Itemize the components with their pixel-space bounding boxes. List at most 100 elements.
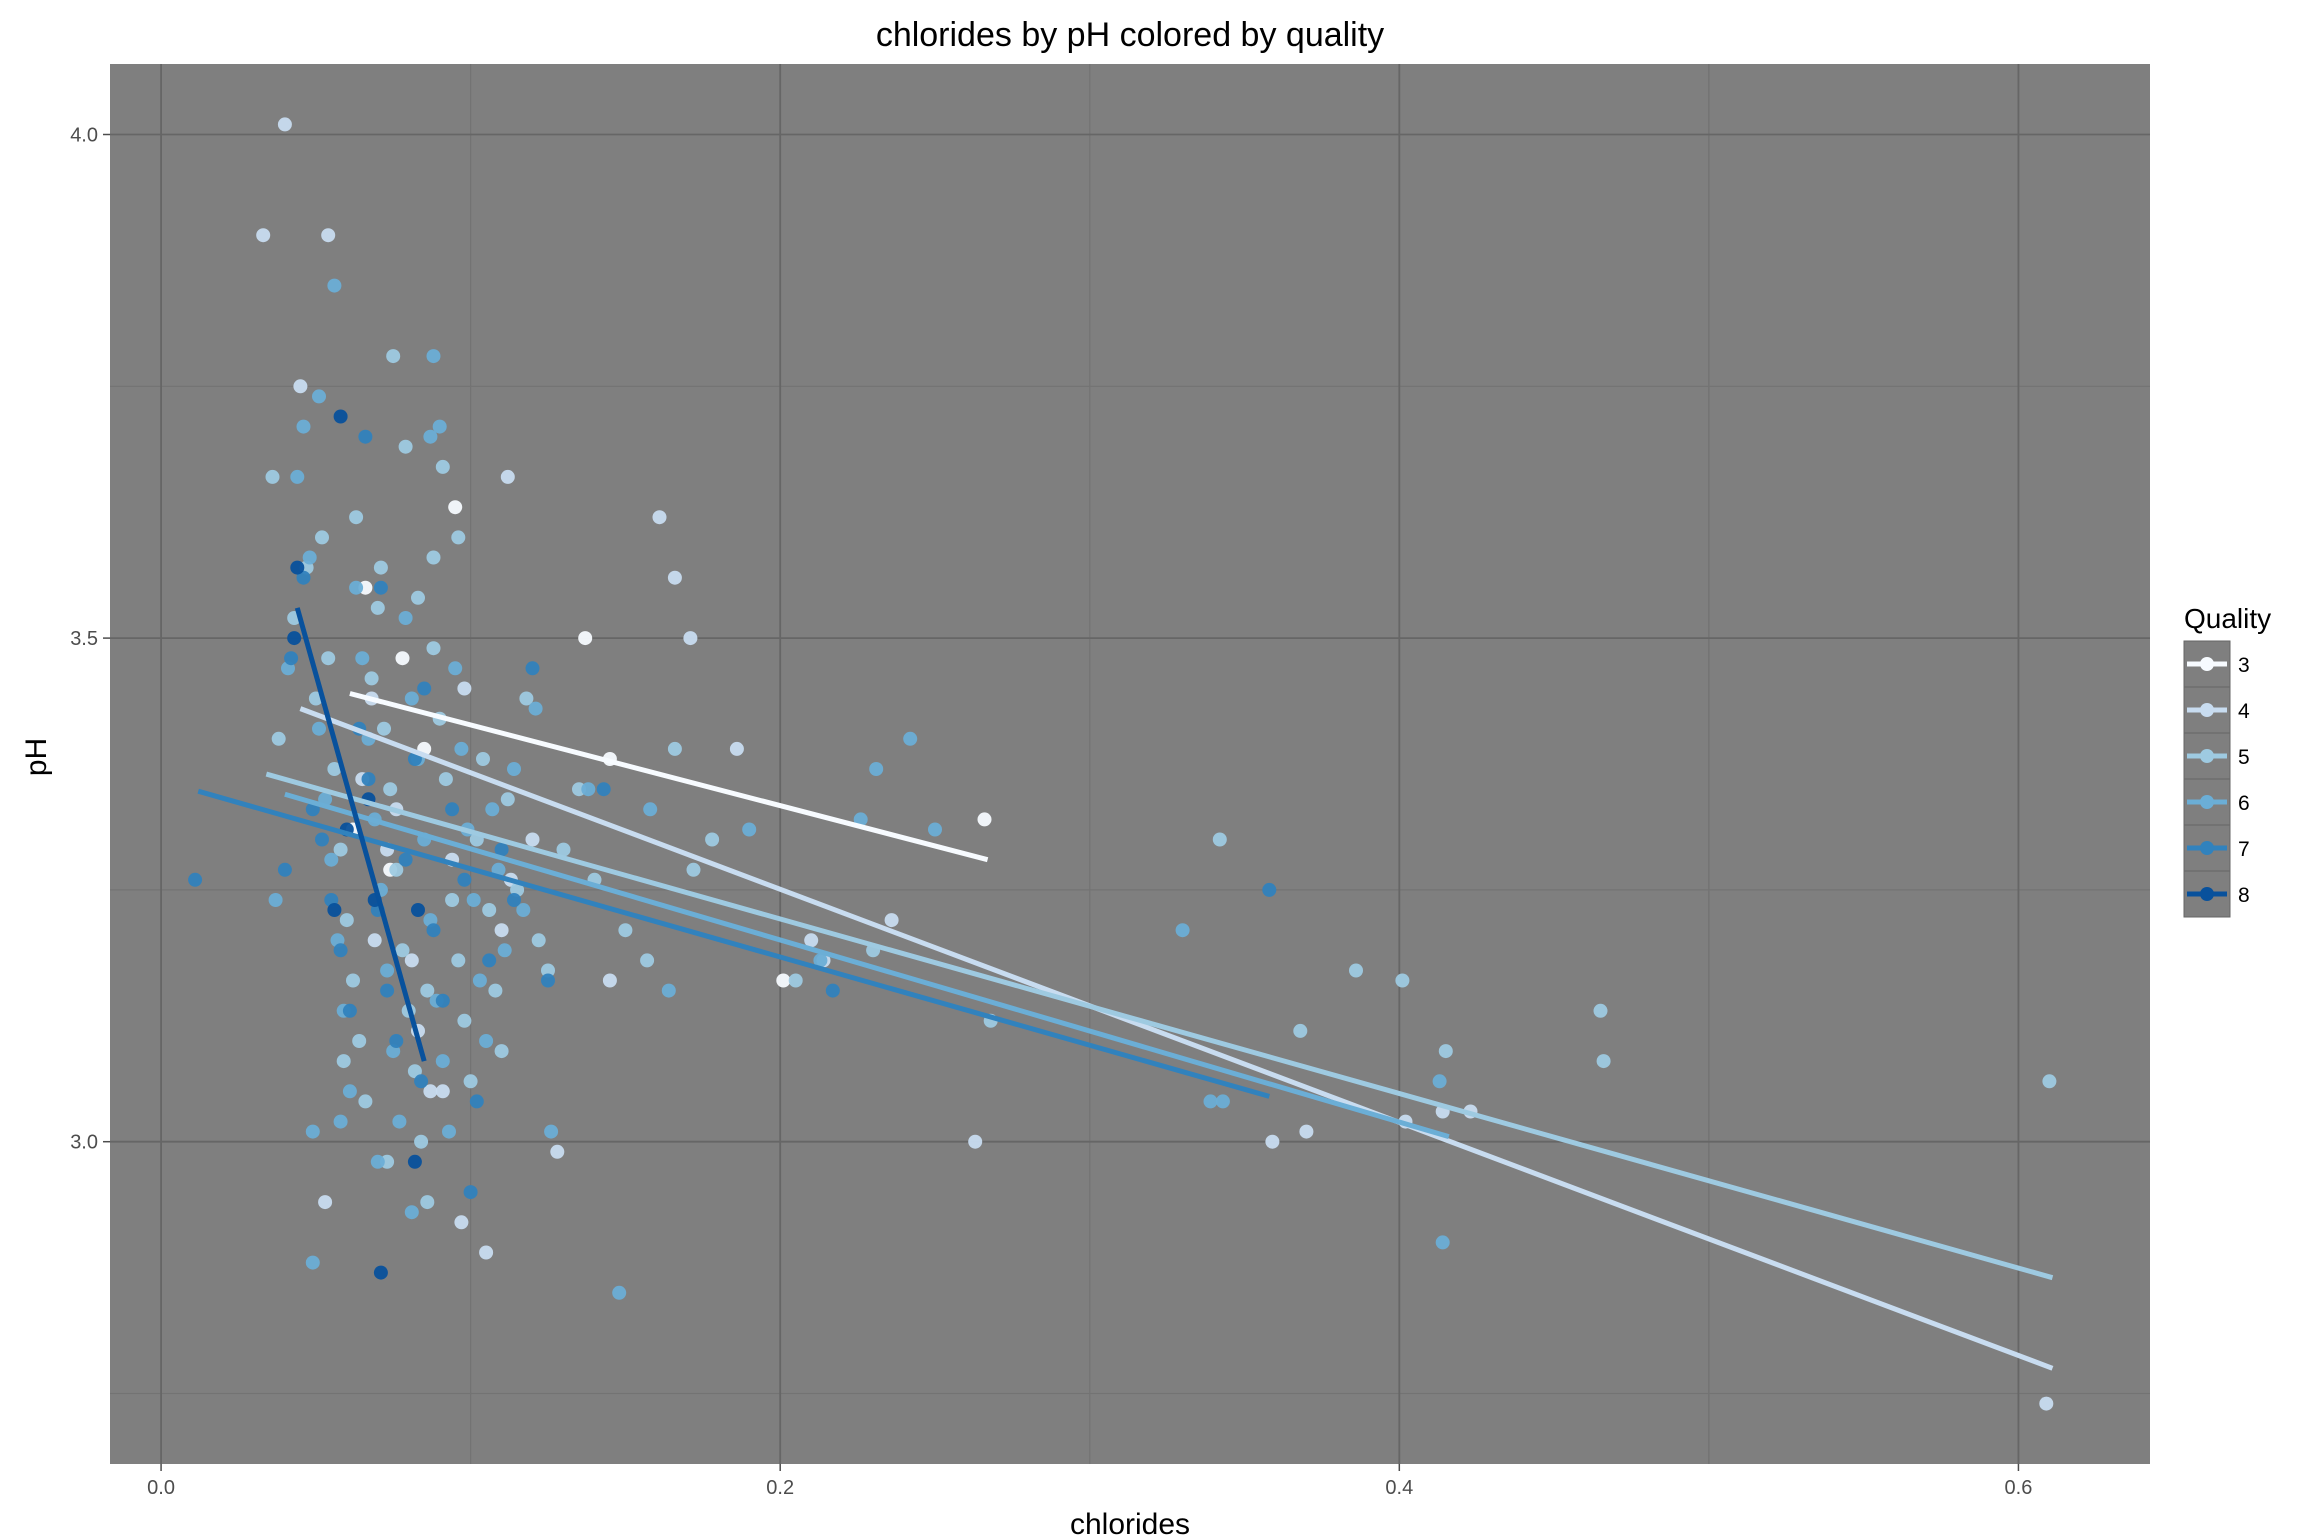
data-point-quality-4 bbox=[277, 117, 292, 132]
data-point-quality-6 bbox=[903, 731, 918, 746]
data-point-quality-6 bbox=[1435, 1235, 1450, 1250]
data-point-quality-5 bbox=[383, 782, 398, 797]
trend-lines bbox=[197, 607, 2054, 1371]
data-point-quality-4 bbox=[318, 1195, 333, 1210]
data-point-quality-5 bbox=[463, 1074, 478, 1089]
data-point-quality-4 bbox=[968, 1134, 983, 1149]
data-point-quality-5 bbox=[373, 560, 388, 575]
data-point-quality-4 bbox=[652, 510, 667, 525]
data-point-quality-6 bbox=[1203, 1094, 1218, 1109]
data-point-quality-4 bbox=[404, 953, 419, 968]
data-point-quality-6 bbox=[268, 893, 283, 907]
data-point-quality-7 bbox=[373, 580, 388, 595]
data-point-quality-5 bbox=[389, 862, 404, 877]
data-point-quality-3 bbox=[776, 973, 791, 988]
data-point-quality-4 bbox=[293, 379, 308, 394]
legend-label-6: 6 bbox=[2238, 792, 2250, 815]
legend-key-point bbox=[2200, 795, 2214, 809]
data-point-quality-6 bbox=[380, 963, 395, 978]
data-point-quality-5 bbox=[346, 973, 360, 988]
data-point-quality-7 bbox=[494, 842, 509, 857]
data-point-quality-5 bbox=[686, 862, 701, 877]
data-point-quality-7 bbox=[482, 953, 497, 968]
data-point-quality-4 bbox=[683, 631, 698, 646]
data-point-quality-6 bbox=[442, 1124, 456, 1139]
data-point-quality-5 bbox=[494, 1044, 509, 1059]
data-point-quality-5 bbox=[420, 983, 435, 998]
data-point-quality-4 bbox=[2039, 1396, 2054, 1411]
data-point-quality-6 bbox=[1175, 923, 1190, 938]
data-point-quality-8 bbox=[327, 903, 342, 917]
data-point-quality-6 bbox=[479, 1034, 494, 1048]
x-tick-label: 0.0 bbox=[147, 1477, 175, 1499]
data-point-quality-7 bbox=[361, 772, 376, 787]
legend-label-4: 4 bbox=[2238, 700, 2250, 723]
data-point-quality-6 bbox=[392, 1114, 407, 1129]
trend-line-quality-6 bbox=[284, 791, 1450, 1140]
data-point-quality-6 bbox=[355, 651, 370, 666]
trend-line-quality-7 bbox=[197, 788, 1270, 1099]
data-point-quality-7 bbox=[426, 923, 441, 938]
data-point-quality-5 bbox=[1596, 1054, 1611, 1069]
data-point-quality-5 bbox=[438, 772, 453, 787]
data-point-quality-6 bbox=[528, 701, 543, 716]
data-point-quality-4 bbox=[729, 741, 744, 756]
legend-key-point bbox=[2200, 841, 2214, 855]
x-tick-label: 0.4 bbox=[1385, 1477, 1413, 1499]
data-point-quality-4 bbox=[804, 933, 819, 948]
data-point-quality-3 bbox=[448, 500, 463, 515]
y-tick-label: 3.0 bbox=[70, 1132, 98, 1154]
data-point-quality-5 bbox=[327, 762, 342, 776]
data-point-quality-5 bbox=[1395, 973, 1410, 988]
data-point-quality-6 bbox=[290, 469, 305, 484]
chart-title: chlorides by pH colored by quality bbox=[876, 16, 1384, 54]
data-point-quality-5 bbox=[1293, 1023, 1308, 1038]
data-point-quality-5 bbox=[488, 983, 503, 998]
trend-line-quality-3 bbox=[349, 691, 989, 863]
data-point-quality-8 bbox=[333, 409, 348, 424]
data-point-quality-6 bbox=[928, 822, 942, 837]
data-point-quality-4 bbox=[435, 1084, 450, 1099]
data-point-quality-5 bbox=[705, 832, 720, 847]
data-point-quality-6 bbox=[661, 983, 676, 998]
data-point-quality-6 bbox=[853, 812, 868, 827]
data-point-quality-5 bbox=[265, 469, 280, 484]
data-point-quality-7 bbox=[315, 832, 329, 847]
data-point-quality-7 bbox=[296, 570, 311, 585]
data-point-quality-4 bbox=[494, 923, 509, 938]
data-point-quality-7 bbox=[596, 782, 611, 797]
data-point-quality-5 bbox=[386, 349, 401, 364]
data-point-quality-3 bbox=[977, 812, 992, 827]
data-point-quality-6 bbox=[296, 419, 311, 434]
data-point-quality-5 bbox=[407, 1064, 422, 1079]
legend: Quality 3 4 5 6 7 8 bbox=[2183, 603, 2271, 918]
data-point-quality-5 bbox=[1593, 1003, 1608, 1018]
data-point-quality-5 bbox=[414, 1134, 429, 1149]
data-point-quality-7 bbox=[541, 973, 555, 988]
data-point-quality-5 bbox=[618, 923, 633, 938]
data-point-quality-8 bbox=[373, 1265, 388, 1280]
data-point-quality-5 bbox=[788, 973, 803, 988]
data-point-quality-6 bbox=[398, 611, 413, 625]
data-point-quality-6 bbox=[454, 741, 469, 756]
data-point-quality-7 bbox=[507, 893, 521, 907]
x-axis: 0.0 0.2 0.4 0.6 bbox=[147, 1464, 2032, 1499]
data-point-quality-6 bbox=[302, 550, 317, 565]
data-point-quality-6 bbox=[742, 822, 757, 837]
legend-key-point bbox=[2200, 657, 2214, 671]
data-point-quality-5 bbox=[358, 1094, 373, 1109]
data-point-quality-4 bbox=[525, 832, 540, 847]
data-point-quality-7 bbox=[358, 429, 373, 444]
data-point-quality-5 bbox=[435, 459, 450, 474]
data-point-quality-3 bbox=[395, 651, 410, 666]
data-point-quality-6 bbox=[312, 389, 326, 404]
data-point-quality-4 bbox=[602, 973, 617, 988]
y-tick-label: 4.0 bbox=[70, 125, 98, 147]
data-point-quality-5 bbox=[321, 651, 336, 666]
legend-key-point bbox=[2200, 887, 2214, 901]
data-point-quality-5 bbox=[1212, 832, 1227, 847]
data-point-quality-6 bbox=[404, 1205, 419, 1220]
data-point-quality-4 bbox=[454, 1215, 469, 1230]
y-tick-label: 3.5 bbox=[70, 628, 98, 650]
